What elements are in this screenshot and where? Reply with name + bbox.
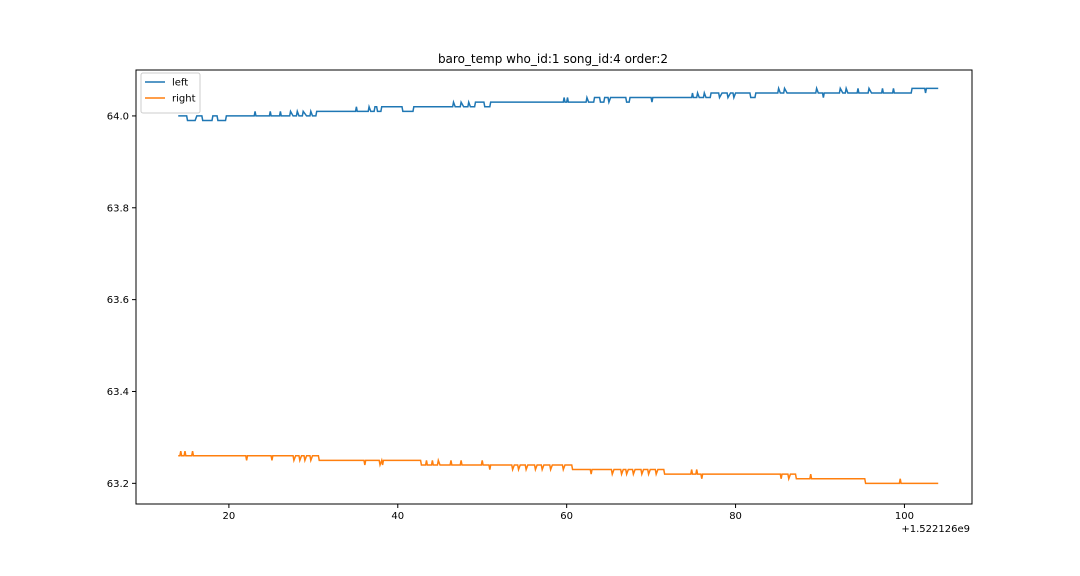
series-line-left xyxy=(178,85,939,122)
x-tick-label: 40 xyxy=(391,511,404,522)
chart-title: baro_temp who_id:1 song_id:4 order:2 xyxy=(438,52,668,66)
y-tick-label: 63.8 xyxy=(107,203,129,214)
legend-label-right: right xyxy=(172,94,196,105)
legend: left right xyxy=(140,72,201,114)
plot-frame xyxy=(135,69,973,505)
x-axis-offset-label: +1.522126e9 xyxy=(901,524,970,535)
y-tick-label: 63.2 xyxy=(107,479,129,490)
y-tick-label: 63.6 xyxy=(107,295,129,306)
y-tick-label: 63.4 xyxy=(107,387,129,398)
x-tick-label: 60 xyxy=(560,511,573,522)
series-layer xyxy=(178,85,939,485)
y-tick-label: 64.0 xyxy=(107,111,129,122)
series-line-right xyxy=(178,451,939,485)
legend-label-left: left xyxy=(172,78,188,89)
x-tick-label: 80 xyxy=(729,511,742,522)
axes-layer: 20 40 60 80 100 63.2 63.4 63.6 63.8 64.0 xyxy=(107,69,973,522)
legend-box xyxy=(140,72,201,114)
x-tick-label: 20 xyxy=(223,511,236,522)
x-tick-label: 100 xyxy=(895,511,914,522)
